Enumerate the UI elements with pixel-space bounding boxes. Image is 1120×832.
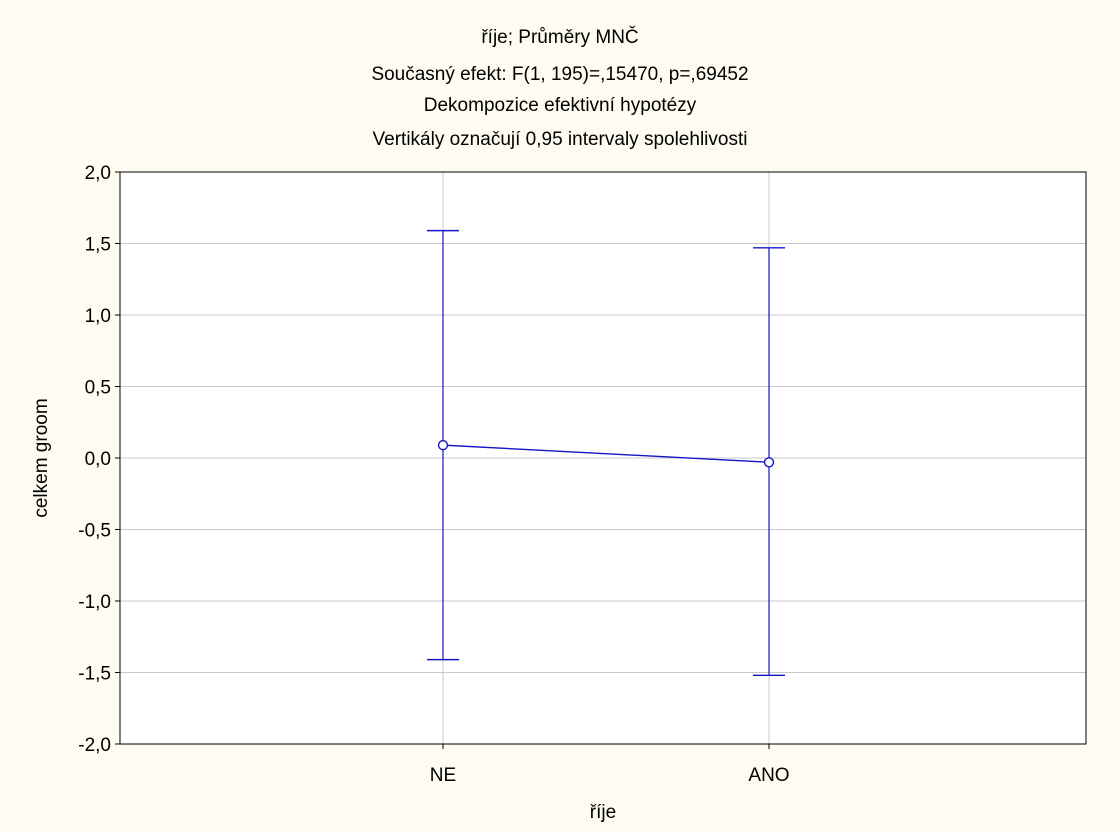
y-axis-label: celkem groom	[31, 398, 52, 517]
x-axis-label: říje	[590, 802, 616, 823]
plot-frame	[119, 171, 1087, 745]
mean-point	[437, 439, 449, 451]
series	[427, 229, 785, 677]
y-tick-label: 1,5	[85, 235, 111, 256]
y-tick-label: 1,0	[85, 306, 111, 327]
y-axis-ticks: 2,0 1,5 1,0 0,5 0,0 -0,5 -1,0 -1,5 -2,0	[78, 163, 120, 756]
x-tick-label: ANO	[748, 765, 789, 786]
mean-line	[442, 444, 770, 463]
y-tick-label: -1,5	[78, 664, 111, 685]
y-tick-label: 2,0	[85, 163, 111, 184]
y-tick-label: 0,0	[85, 449, 111, 470]
chart-title-line-1: říje; Průměry MNČ	[481, 26, 638, 48]
y-tick-label: -2,0	[78, 735, 111, 756]
y-tick-label: -0,5	[78, 521, 111, 542]
mean-point	[763, 457, 775, 468]
x-tick-label: NE	[430, 765, 456, 786]
x-axis-ticks: NE ANO	[430, 744, 790, 786]
y-tick-label: 0,5	[85, 378, 111, 399]
chart-title-line-2: Současný efekt: F(1, 195)=,15470, p=,694…	[371, 64, 748, 85]
chart-title-line-4: Vertikály označují 0,95 intervaly spoleh…	[373, 129, 748, 150]
chart-title-line-3: Dekompozice efektivní hypotézy	[424, 95, 697, 116]
chart-titles: říje; Průměry MNČ Současný efekt: F(1, 1…	[371, 26, 748, 150]
y-tick-label: -1,0	[78, 592, 111, 613]
